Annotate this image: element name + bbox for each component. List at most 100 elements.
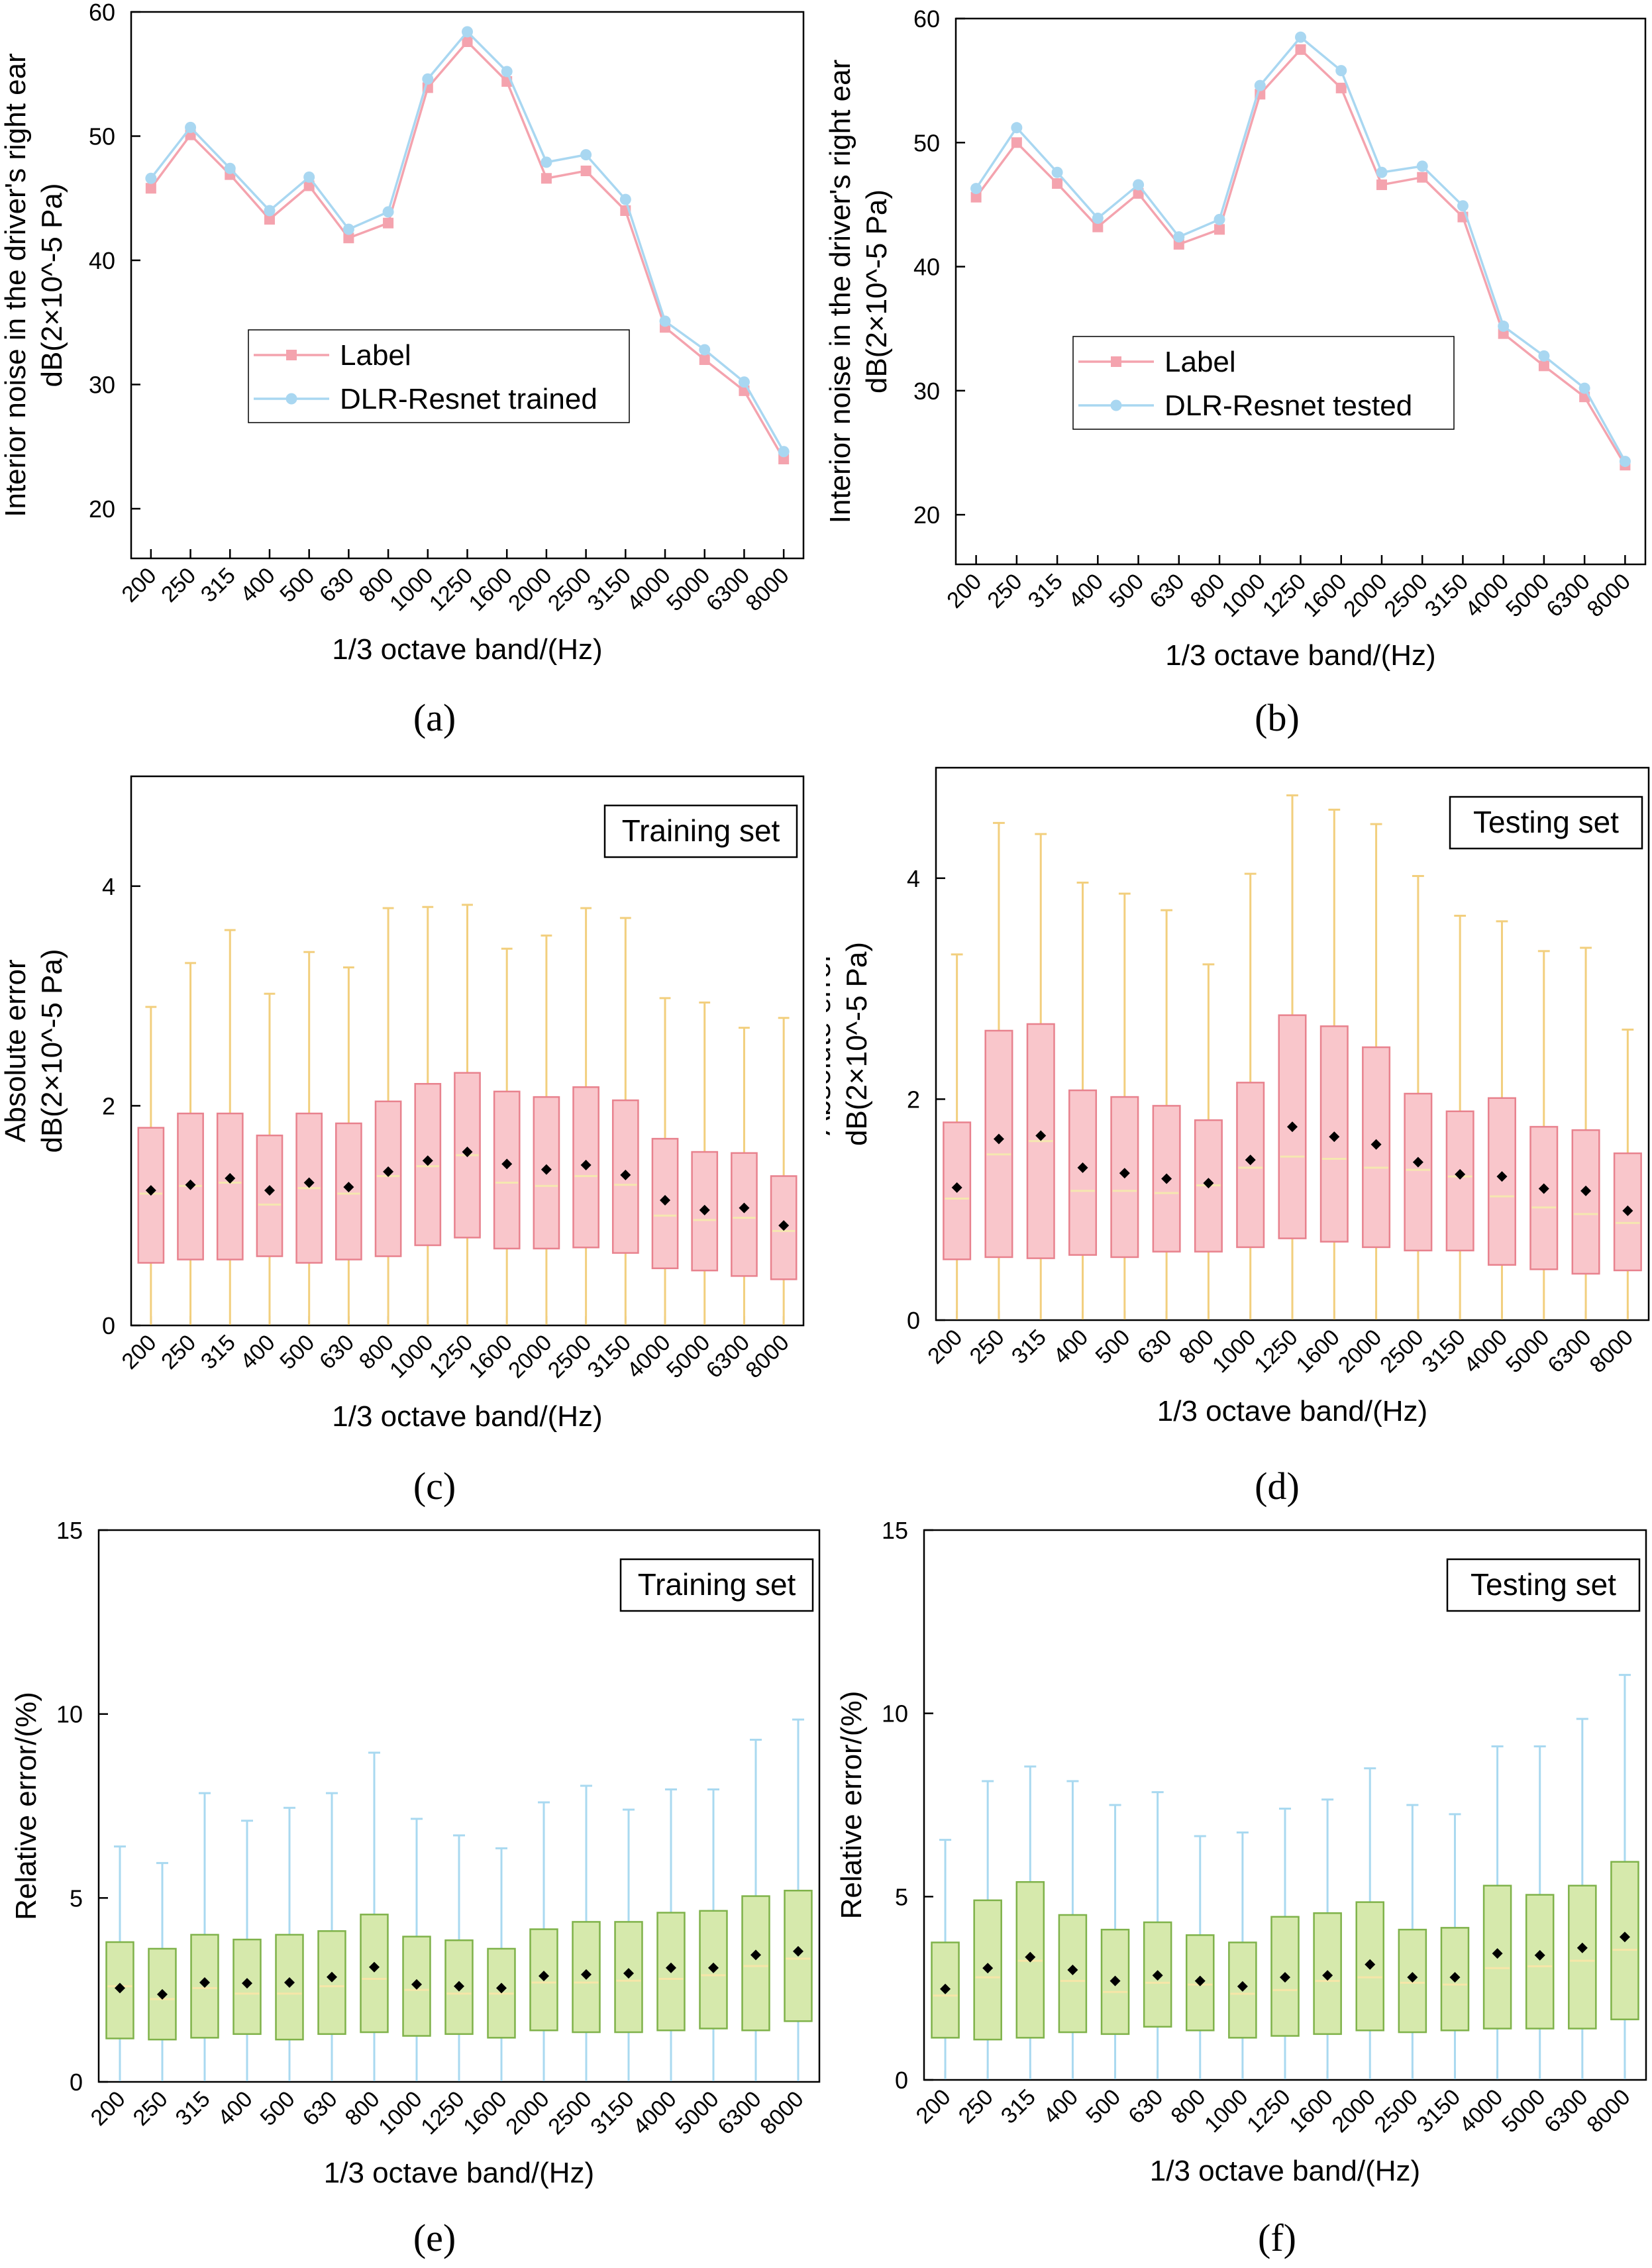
mean-marker bbox=[185, 1179, 196, 1190]
mean-marker bbox=[422, 1155, 433, 1166]
mean-marker bbox=[1455, 1168, 1466, 1180]
mean-marker bbox=[1025, 1951, 1036, 1963]
mean-marker bbox=[369, 1961, 380, 1973]
dlr-resnet-point bbox=[1295, 31, 1306, 43]
y-tick-label: 10 bbox=[56, 1701, 83, 1728]
legend-box bbox=[248, 329, 630, 423]
mean-marker bbox=[1280, 1972, 1290, 1983]
x-tick-label: 5000 bbox=[670, 2087, 723, 2139]
x-tick-label: 2000 bbox=[503, 563, 556, 616]
box-iqr bbox=[1404, 1092, 1433, 1252]
mean-marker bbox=[580, 1159, 592, 1170]
dlr-resnet-point bbox=[1254, 79, 1266, 91]
x-tick-label: 1600 bbox=[1284, 2085, 1337, 2138]
x-tick-label: 400 bbox=[236, 563, 280, 607]
label-point bbox=[1295, 44, 1306, 55]
mean-marker bbox=[496, 1983, 507, 1994]
y-tick-label: 40 bbox=[913, 254, 940, 281]
y-tick-label: 2 bbox=[102, 1092, 115, 1119]
mean-marker bbox=[145, 1185, 156, 1196]
x-tick-label: 3150 bbox=[583, 1330, 636, 1383]
x-tick-label: 8000 bbox=[1582, 2085, 1635, 2138]
dlr-resnet-point bbox=[382, 206, 394, 218]
mean-marker bbox=[1407, 1972, 1418, 1983]
mean-marker bbox=[1580, 1185, 1592, 1196]
y-tick-label: 60 bbox=[89, 0, 115, 26]
dlr-resnet-point bbox=[619, 193, 631, 205]
label-point bbox=[1417, 172, 1428, 183]
mean-marker bbox=[343, 1182, 354, 1193]
x-tick-label: 315 bbox=[196, 563, 240, 607]
x-tick-label: 250 bbox=[954, 2085, 998, 2129]
dlr-resnet-point bbox=[699, 344, 711, 356]
x-tick-label: 2000 bbox=[1327, 2085, 1380, 2138]
mean-marker bbox=[1119, 1168, 1130, 1179]
x-tick-label: 1250 bbox=[416, 2087, 469, 2139]
mean-marker bbox=[157, 1988, 168, 2000]
dlr-resnet-point bbox=[580, 149, 592, 161]
mean-marker bbox=[1035, 1130, 1047, 1141]
x-tick-label: 1250 bbox=[1249, 1325, 1302, 1378]
mean-marker bbox=[284, 1977, 295, 1988]
x-tick-label: 6300 bbox=[1541, 569, 1594, 622]
x-tick-label: 2500 bbox=[543, 1330, 596, 1383]
legend-dlr-resnet-marker bbox=[1110, 399, 1122, 411]
chart-f-relative-error-testing: 0510152002503154005006308001000125016002… bbox=[835, 1517, 1647, 2187]
box-iqr bbox=[317, 1930, 346, 2036]
box-iqr bbox=[1529, 1125, 1559, 1270]
x-tick-label: 2500 bbox=[543, 2087, 596, 2139]
box-iqr bbox=[1571, 1129, 1600, 1275]
mean-marker bbox=[303, 1177, 315, 1188]
mean-marker bbox=[242, 1978, 252, 1989]
mean-marker bbox=[1245, 1155, 1256, 1166]
box-iqr bbox=[374, 1100, 402, 1257]
x-tick-label: 2500 bbox=[1380, 569, 1433, 622]
dlr-resnet-point bbox=[422, 73, 434, 85]
mean-marker bbox=[1538, 1183, 1549, 1194]
x-tick-label: 500 bbox=[256, 2087, 300, 2131]
x-tick-label: 2000 bbox=[1339, 569, 1392, 622]
x-tick-label: 250 bbox=[129, 2087, 173, 2131]
x-tick-label: 500 bbox=[1104, 569, 1149, 613]
box-iqr bbox=[1568, 1884, 1597, 2030]
x-tick-label: 1000 bbox=[1217, 569, 1270, 622]
y-axis-unit-label: dB(2×10^-5 Pa) bbox=[36, 949, 68, 1153]
mean-marker bbox=[1322, 1970, 1333, 1981]
x-tick-label: 2000 bbox=[503, 1330, 556, 1383]
chart-a-interior-noise-trained: 2030405060200250315400500630800100012501… bbox=[0, 0, 805, 666]
x-tick-label: 200 bbox=[923, 1325, 967, 1369]
y-tick-label: 20 bbox=[89, 495, 115, 523]
label-point bbox=[303, 180, 315, 191]
x-tick-label: 315 bbox=[1023, 569, 1068, 613]
legend-entry: DLR-Resnet tested bbox=[1164, 389, 1412, 422]
x-tick-label: 250 bbox=[156, 1330, 201, 1374]
dlr-resnet-point bbox=[224, 162, 236, 174]
x-tick-label: 1000 bbox=[385, 563, 438, 616]
x-axis-label: 1/3 octave band/(Hz) bbox=[1150, 2155, 1420, 2187]
label-point bbox=[580, 166, 592, 176]
x-tick-label: 500 bbox=[275, 563, 319, 607]
caption-a: (a) bbox=[413, 696, 456, 739]
label-point bbox=[699, 354, 710, 365]
x-tick-label: 3150 bbox=[586, 2087, 639, 2139]
x-tick-label: 2500 bbox=[543, 563, 596, 616]
label-point bbox=[1335, 82, 1347, 93]
y-tick-label: 50 bbox=[913, 129, 940, 156]
dlr-resnet-point bbox=[185, 121, 197, 133]
caption-b: (b) bbox=[1255, 696, 1300, 739]
x-tick-label: 8000 bbox=[755, 2087, 808, 2139]
label-point bbox=[1538, 360, 1549, 372]
x-tick-label: 8000 bbox=[741, 563, 794, 616]
dlr-resnet-point bbox=[1457, 200, 1469, 212]
x-tick-label: 6300 bbox=[1543, 1325, 1596, 1378]
label-point bbox=[145, 183, 156, 194]
x-tick-label: 630 bbox=[315, 1330, 359, 1374]
mean-marker bbox=[660, 1194, 671, 1206]
label-point bbox=[264, 214, 275, 225]
annotation-label: Training set bbox=[638, 1567, 796, 1602]
x-tick-label: 2000 bbox=[1333, 1325, 1386, 1378]
dlr-resnet-point bbox=[342, 223, 354, 235]
mean-marker bbox=[1110, 1975, 1121, 1986]
mean-marker bbox=[1203, 1178, 1214, 1189]
annotation-label: Training set bbox=[622, 813, 780, 848]
